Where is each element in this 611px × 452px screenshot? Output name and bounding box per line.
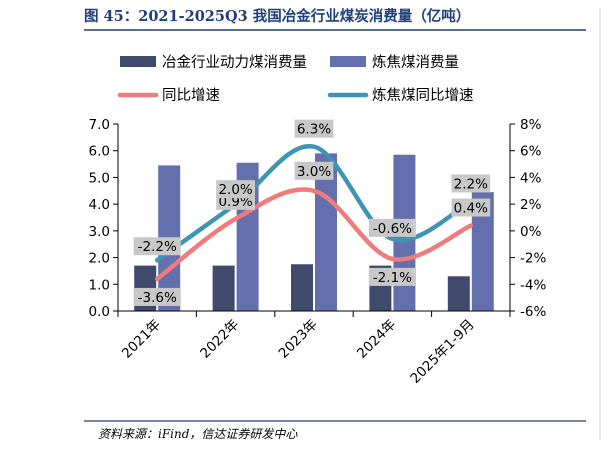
yoy-growth-label-bg: [133, 287, 181, 306]
right-tick-label: 4%: [520, 170, 542, 186]
bar-metallurgy-coal: [447, 276, 470, 311]
left-tick-label: 4.0: [89, 197, 110, 213]
coking-yoy-label-bg: [216, 180, 255, 199]
legend-swatch-bar: [330, 56, 366, 67]
coking-yoy-label-bg: [368, 218, 416, 237]
right-tick-label: -6%: [520, 304, 546, 320]
coking-yoy-label: 2.2%: [454, 176, 488, 192]
left-tick-label: 1.0: [89, 277, 110, 293]
bar-coking-coal: [471, 192, 494, 311]
coking-yoy-label-bg: [451, 174, 491, 193]
yoy-growth-label-bg: [368, 267, 416, 286]
legend-label: 炼焦煤消费量: [372, 54, 459, 71]
line-coking-yoy-growth: [154, 144, 474, 263]
chart-title: 图 45：2021-2025Q3 我国冶金行业煤炭消费量（亿吨）: [84, 7, 470, 25]
yoy-growth-label: 3.0%: [297, 164, 331, 180]
right-tick-label: 8%: [520, 117, 542, 133]
left-tick-label: 5.0: [89, 170, 110, 186]
x-tick-label: 2024年: [354, 317, 399, 362]
bar-metallurgy-coal: [291, 264, 313, 311]
bar-metallurgy-coal: [212, 265, 235, 311]
yoy-growth-label-bg: [294, 161, 334, 180]
data-labels: -3.6%0.9%3.0%-2.1%0.4%-2.2%2.0%6.3%-0.6%…: [133, 119, 491, 306]
coking-yoy-label: -2.2%: [138, 239, 177, 255]
coking-yoy-label: -0.6%: [373, 221, 412, 237]
legend-label: 同比增速: [162, 87, 220, 104]
coking-yoy-label: 2.0%: [218, 182, 252, 198]
lines: [154, 144, 474, 282]
yoy-growth-label-bg: [451, 198, 491, 217]
left-tick-label: 7.0: [89, 117, 110, 133]
left-tick-label: 3.0: [89, 224, 110, 240]
source-note: 资料来源：iFind，信达证券研发中心: [98, 427, 298, 441]
coking-yoy-label: 6.3%: [297, 122, 331, 138]
left-tick-label: 2.0: [89, 251, 110, 267]
x-tick-label: 2021年: [119, 317, 164, 362]
coking-yoy-label-bg: [294, 119, 334, 138]
legend-label: 冶金行业动力煤消费量: [162, 54, 307, 71]
x-tick-label: 2022年: [197, 317, 242, 362]
yoy-growth-label: -3.6%: [138, 290, 177, 306]
legend-swatch-bar: [120, 56, 156, 67]
right-tick-label: -4%: [520, 277, 546, 293]
yoy-growth-label: 0.4%: [454, 201, 488, 217]
coking-yoy-label-bg: [133, 237, 181, 256]
yoy-growth-label: -2.1%: [373, 270, 412, 286]
right-tick-label: -2%: [520, 251, 546, 267]
legend-label: 炼焦煤同比增速: [372, 87, 474, 104]
right-tick-label: 0%: [520, 224, 542, 240]
right-tick-label: 6%: [520, 144, 542, 160]
left-tick-label: 0.0: [89, 304, 110, 320]
left-tick-label: 6.0: [89, 144, 110, 160]
x-tick-label: 2023年: [276, 317, 321, 362]
line-yoy-growth: [154, 187, 474, 282]
right-tick-label: 2%: [520, 197, 542, 213]
x-tick-label: 2025年1-9月: [407, 317, 477, 387]
